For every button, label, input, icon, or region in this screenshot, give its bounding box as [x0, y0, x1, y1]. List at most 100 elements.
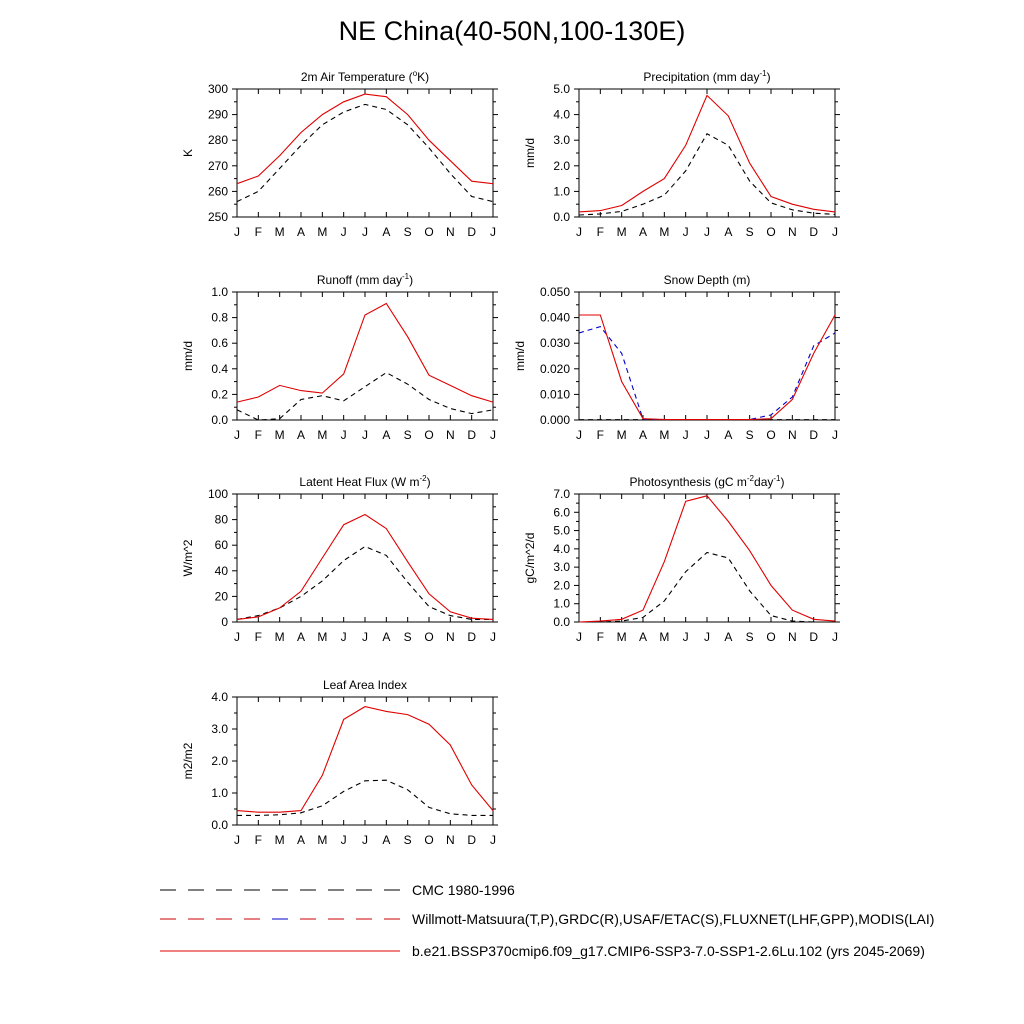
- x-tick-label: M: [617, 225, 627, 239]
- x-tick-label: J: [341, 225, 347, 239]
- x-tick-label: F: [255, 428, 262, 442]
- x-tick-label: O: [424, 833, 433, 847]
- x-tick-label: N: [446, 630, 455, 644]
- x-tick-label: F: [597, 225, 604, 239]
- x-tick-label: O: [424, 630, 433, 644]
- y-tick-label: 0: [221, 615, 228, 629]
- panel-title-main: Photosynthesis (gC m: [630, 475, 747, 489]
- y-axis-label: mm/d: [523, 138, 537, 168]
- x-tick-label: M: [659, 225, 669, 239]
- y-axis-label: W/m^2: [181, 539, 195, 576]
- x-tick-label: O: [424, 225, 433, 239]
- x-tick-label: N: [446, 833, 455, 847]
- x-tick-label: D: [467, 225, 476, 239]
- x-tick-label: J: [341, 428, 347, 442]
- y-tick-label: 5.0: [553, 524, 570, 538]
- y-axis-label: m2/m2: [181, 742, 195, 779]
- x-tick-label: A: [382, 833, 390, 847]
- x-tick-label: M: [659, 630, 669, 644]
- x-tick-label: D: [467, 630, 476, 644]
- y-axis-label: K: [181, 149, 195, 157]
- plot-frame: [236, 88, 494, 218]
- plot-frame: [578, 88, 836, 218]
- y-tick-label: 2.0: [553, 578, 570, 592]
- y-tick-label: 5.0: [553, 82, 570, 96]
- chart-panel-6: J F M A M J J A S O N D J0.01.02.03.04.05.06.07.0gC/…: [523, 474, 840, 644]
- panel-title-suffix: day: [754, 475, 773, 489]
- y-tick-label: 20: [215, 589, 229, 603]
- y-tick-label: 0.030: [540, 336, 570, 350]
- x-tick-label: M: [275, 630, 285, 644]
- panel-title-superscript: -1: [773, 474, 781, 483]
- y-tick-label: 0.0: [553, 210, 570, 224]
- panel-title-superscript: -2: [419, 474, 427, 483]
- x-tick-label: J: [234, 630, 240, 644]
- chart-panel-2: J F M A M J J A S O N D J0.01.02.03.04.05.0mm/dPreci…: [523, 69, 840, 239]
- panel-title-main: 2m Air Temperature (: [301, 70, 413, 84]
- series-line-obs: [237, 779, 493, 816]
- series-line-model: [236, 513, 494, 620]
- y-tick-label: 6.0: [553, 505, 570, 519]
- x-tick-label: J: [704, 225, 710, 239]
- x-tick-label: J: [362, 428, 368, 442]
- x-tick-label: A: [639, 630, 647, 644]
- figure-title: NE China(40-50N,100-130E): [338, 16, 686, 46]
- x-tick-label: J: [362, 225, 368, 239]
- panel-title-main: Leaf Area Index: [323, 678, 407, 692]
- y-tick-label: 0.0: [211, 413, 228, 427]
- y-tick-label: 4.0: [553, 108, 570, 122]
- panel-title: 2m Air Temperature (oK): [301, 69, 429, 84]
- y-tick-label: 0.010: [540, 387, 570, 401]
- y-tick-label: 0.050: [540, 285, 570, 299]
- x-tick-label: J: [362, 630, 368, 644]
- y-tick-label: 100: [208, 487, 228, 501]
- y-tick-label: 260: [208, 184, 228, 198]
- x-tick-label: F: [255, 630, 262, 644]
- x-tick-label: S: [746, 225, 754, 239]
- panel-title-main: Runoff (mm day: [317, 273, 402, 287]
- x-tick-label: J: [832, 428, 838, 442]
- x-tick-label: N: [788, 428, 797, 442]
- y-tick-label: 280: [208, 133, 228, 147]
- panel-title-superscript: -1: [759, 69, 767, 78]
- x-tick-label: O: [424, 428, 433, 442]
- x-tick-label: O: [766, 428, 775, 442]
- x-tick-label: A: [382, 630, 390, 644]
- x-tick-label: A: [639, 225, 647, 239]
- y-tick-label: 250: [208, 210, 228, 224]
- panel-title: Leaf Area Index: [323, 678, 407, 692]
- x-tick-label: J: [576, 630, 582, 644]
- y-tick-label: 40: [215, 564, 229, 578]
- x-tick-label: J: [576, 428, 582, 442]
- y-tick-label: 3.0: [553, 560, 570, 574]
- y-tick-label: 7.0: [553, 487, 570, 501]
- panel-title-superscript: -1: [402, 272, 410, 281]
- chart-panel-3: J F M A M J J A S O N D J0.00.20.40.60.81.0mm/dRunof…: [181, 272, 498, 442]
- x-tick-label: J: [683, 630, 689, 644]
- x-tick-label: M: [317, 225, 327, 239]
- x-tick-label: D: [467, 833, 476, 847]
- y-tick-label: 2.0: [553, 159, 570, 173]
- x-tick-label: J: [490, 833, 496, 847]
- x-tick-label: J: [832, 630, 838, 644]
- x-tick-label: S: [746, 428, 754, 442]
- x-tick-label: M: [317, 630, 327, 644]
- panel-title-suffix: ): [427, 475, 431, 489]
- x-tick-label: S: [404, 428, 412, 442]
- x-tick-label: J: [362, 833, 368, 847]
- x-tick-label: M: [617, 428, 627, 442]
- x-tick-label: J: [490, 428, 496, 442]
- y-tick-label: 0.2: [211, 387, 228, 401]
- panel-title-main: Latent Heat Flux (W m: [299, 475, 419, 489]
- x-tick-label: D: [809, 630, 818, 644]
- y-tick-label: 1.0: [211, 285, 228, 299]
- series-line-obs: [236, 371, 494, 421]
- x-tick-label: O: [766, 225, 775, 239]
- y-tick-label: 1.0: [211, 786, 228, 800]
- x-tick-label: A: [724, 630, 732, 644]
- y-tick-label: 0.8: [211, 311, 228, 325]
- x-tick-label: A: [382, 225, 390, 239]
- x-tick-label: S: [404, 833, 412, 847]
